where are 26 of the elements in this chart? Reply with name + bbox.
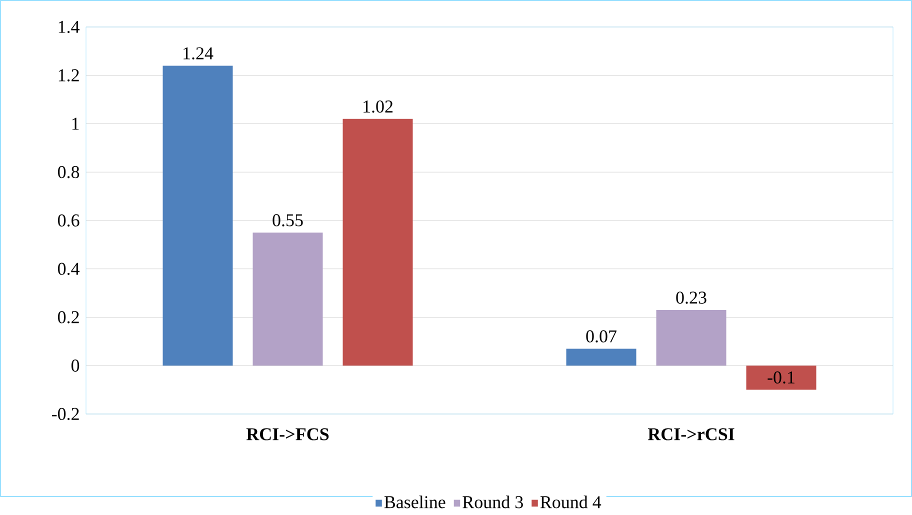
x-tick-label: RCI->FCS [246,428,329,440]
bar [566,348,636,366]
bar [746,366,816,390]
x-tick-label: RCI->rCSI [648,428,734,440]
y-tick-label: -0.2 [52,408,79,420]
y-tick-label: 0 [71,360,80,372]
data-label: 1.02 [364,100,393,113]
y-tick-label: 0.4 [58,262,80,276]
y-tick-label: 1 [72,118,79,130]
legend-label: Baseline [384,496,446,508]
bar [656,310,726,366]
data-label: 0.55 [272,214,303,226]
y-tick-label: 0.8 [58,166,80,178]
bar [252,232,323,366]
data-label: 1.24 [184,47,214,60]
legend-label: Round 4 [540,496,602,508]
y-tick-label: 0.6 [58,214,80,227]
y-tick-label: 1.4 [58,21,80,34]
data-label: 0.23 [676,292,706,304]
legend-label: Round 3 [462,496,523,508]
data-label: -0.1 [768,371,794,384]
bar [342,119,413,366]
data-label: 0.07 [586,330,616,343]
bar [162,66,233,366]
y-tick-label: 1.2 [58,69,79,82]
y-tick-label: 0.2 [58,311,79,324]
